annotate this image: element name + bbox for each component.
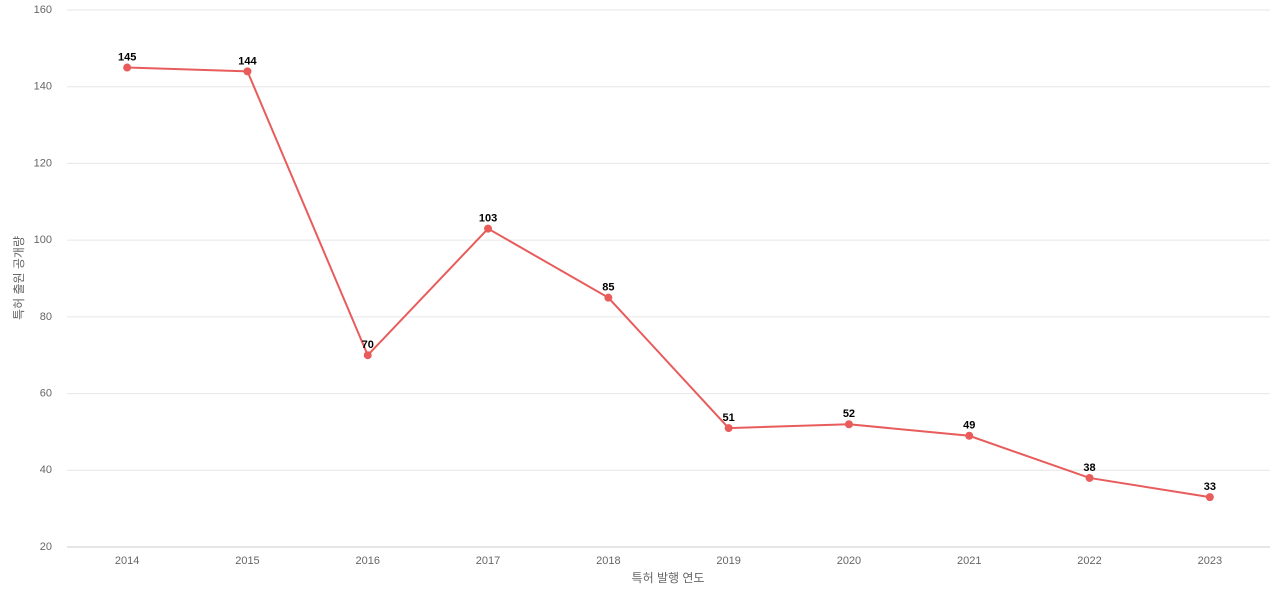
x-tick-label: 2017 (476, 555, 500, 567)
y-axis-title: 특허 출원 공개량 (12, 236, 26, 320)
point (604, 293, 613, 302)
point (1085, 473, 1094, 482)
y-tick-label: 60 (40, 387, 52, 399)
point (724, 424, 733, 433)
x-tick-label: 2019 (716, 555, 740, 567)
data-label: 70 (362, 339, 374, 351)
data-label: 51 (723, 412, 735, 424)
y-tick-label: 100 (34, 234, 52, 246)
x-tick-label: 2022 (1077, 555, 1101, 567)
x-tick-label: 2014 (115, 555, 139, 567)
x-axis-title: 특허 발행 연도 (632, 570, 705, 585)
data-label: 49 (963, 420, 975, 432)
point (484, 224, 493, 233)
data-label: 33 (1204, 481, 1216, 493)
point (1205, 493, 1214, 502)
data-label: 103 (479, 213, 497, 225)
data-label: 52 (843, 408, 855, 420)
x-tick-label: 2015 (235, 555, 259, 567)
data-label: 145 (118, 51, 136, 63)
point (844, 420, 853, 429)
x-tick-label: 2018 (596, 555, 620, 567)
x-tick-label: 2021 (957, 555, 981, 567)
data-label: 85 (602, 282, 614, 294)
y-tick-label: 80 (40, 311, 52, 323)
data-label: 38 (1083, 462, 1095, 474)
point (965, 431, 974, 440)
line (127, 66, 1211, 499)
x-tick-label: 2016 (356, 555, 380, 567)
point (363, 351, 372, 360)
y-tick-label: 140 (34, 81, 52, 93)
point (243, 67, 252, 76)
x-tick-label: 2023 (1198, 555, 1222, 567)
y-tick-label: 160 (34, 4, 52, 16)
y-tick-label: 40 (40, 464, 52, 476)
x-tick-label: 2020 (837, 555, 861, 567)
y-tick-label: 20 (40, 541, 52, 553)
point (123, 63, 132, 72)
data-label: 144 (238, 55, 257, 67)
y-tick-label: 120 (34, 157, 52, 169)
